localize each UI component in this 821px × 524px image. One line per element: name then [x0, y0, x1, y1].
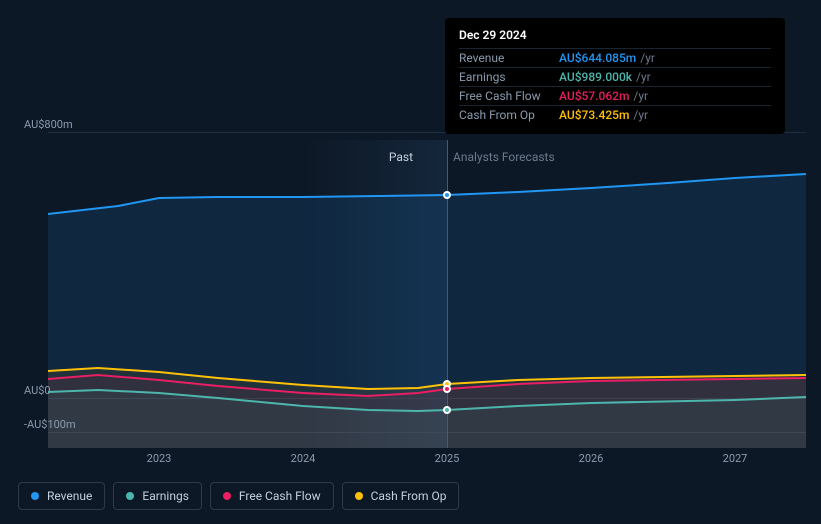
x-axis-label: 2027	[723, 452, 748, 465]
tooltip-row: Cash From OpAU$73.425m/yr	[459, 105, 771, 124]
tooltip-metric-label: Earnings	[459, 70, 559, 84]
legend-dot-icon	[355, 492, 363, 500]
y-axis-label: AU$800m	[24, 118, 73, 131]
tooltip-unit: /yr	[636, 70, 651, 84]
legend-label: Revenue	[47, 489, 92, 503]
x-axis-label: 2024	[291, 452, 316, 465]
legend-label: Cash From Op	[371, 489, 447, 503]
y-axis-label: AU$0	[24, 384, 51, 397]
marker-earnings	[443, 406, 451, 414]
tooltip-metric-value: AU$644.085m	[559, 51, 636, 65]
tooltip-unit: /yr	[633, 89, 648, 103]
tooltip-metric-label: Revenue	[459, 51, 559, 65]
legend-dot-icon	[31, 492, 39, 500]
tooltip-date: Dec 29 2024	[459, 28, 771, 42]
legend-item-revenue[interactable]: Revenue	[18, 482, 105, 510]
legend-dot-icon	[126, 492, 134, 500]
tooltip-metric-label: Free Cash Flow	[459, 89, 559, 103]
legend-label: Earnings	[142, 489, 189, 503]
x-axis-label: 2023	[147, 452, 172, 465]
marker-revenue	[443, 191, 451, 199]
legend-item-cash-from-op[interactable]: Cash From Op	[342, 482, 460, 510]
legend: Revenue Earnings Free Cash Flow Cash From O…	[18, 482, 459, 510]
legend-dot-icon	[223, 492, 231, 500]
tooltip-metric-value: AU$989.000k	[559, 70, 632, 84]
tooltip-metric-value: AU$73.425m	[559, 108, 629, 122]
tooltip-row: EarningsAU$989.000k/yr	[459, 67, 771, 86]
y-axis-label: -AU$100m	[24, 418, 76, 431]
crosshair	[447, 140, 448, 448]
legend-label: Free Cash Flow	[239, 489, 321, 503]
x-axis-label: 2025	[435, 452, 460, 465]
tooltip-unit: /yr	[640, 51, 655, 65]
tooltip-row: RevenueAU$644.085m/yr	[459, 48, 771, 67]
legend-item-free-cash-flow[interactable]: Free Cash Flow	[210, 482, 334, 510]
x-axis-label: 2026	[579, 452, 604, 465]
hover-tooltip: Dec 29 2024 RevenueAU$644.085m/yrEarning…	[445, 18, 785, 134]
marker-free-cash-flow	[443, 385, 451, 393]
legend-item-earnings[interactable]: Earnings	[113, 482, 202, 510]
tooltip-metric-value: AU$57.062m	[559, 89, 629, 103]
tooltip-unit: /yr	[633, 108, 648, 122]
tooltip-row: Free Cash FlowAU$57.062m/yr	[459, 86, 771, 105]
tooltip-metric-label: Cash From Op	[459, 108, 559, 122]
